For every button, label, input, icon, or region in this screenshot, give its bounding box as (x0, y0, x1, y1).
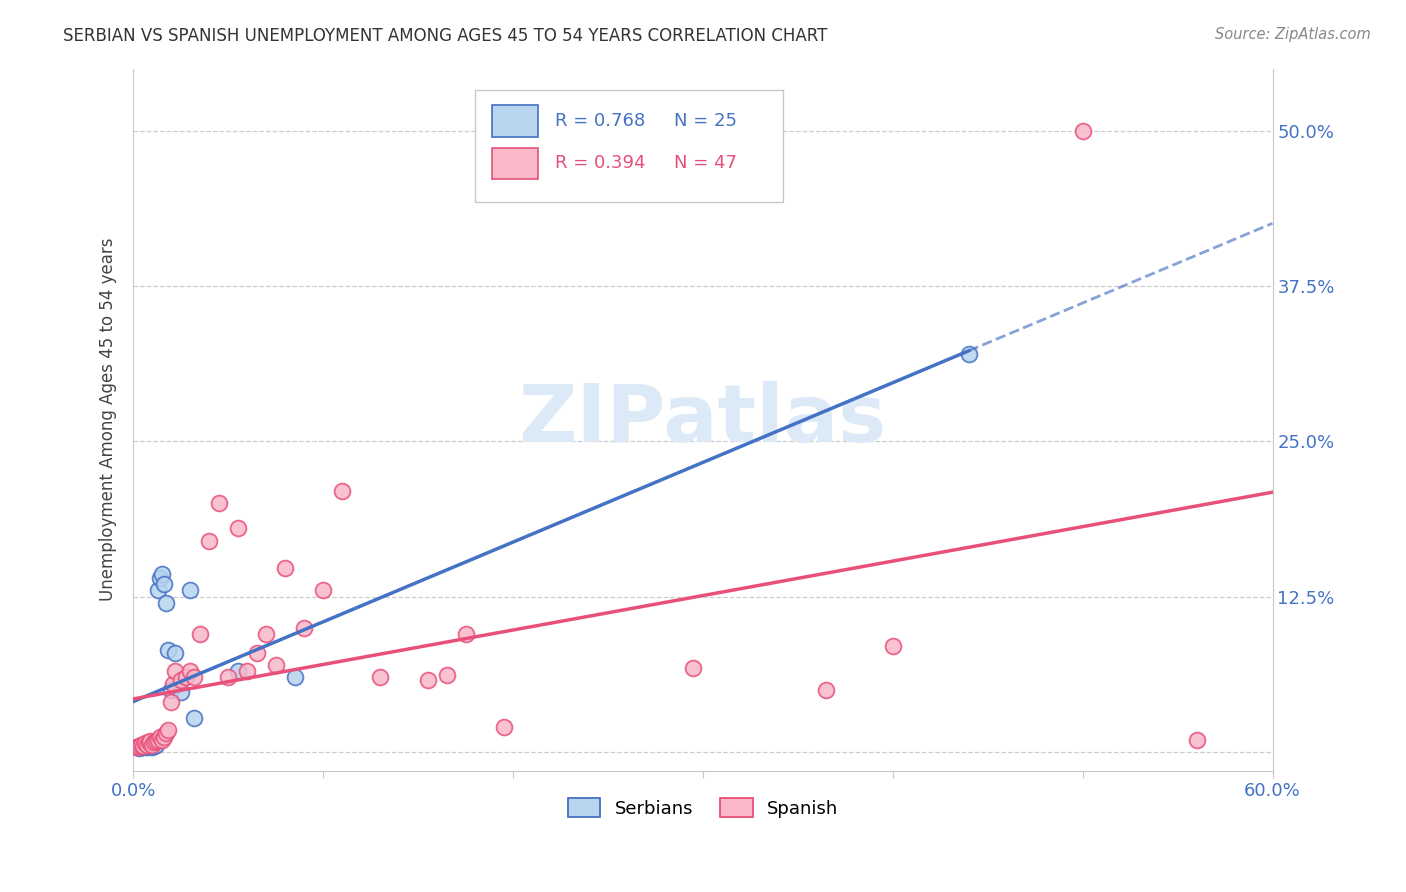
Point (160, 682, 183, 697)
FancyBboxPatch shape (475, 89, 783, 202)
Point (226, 521, 249, 535)
Point (129, 738, 152, 752)
Text: R = 0.394: R = 0.394 (555, 154, 645, 172)
Point (217, 671, 239, 685)
Point (236, 665, 259, 679)
Point (179, 665, 201, 679)
Point (139, 734, 162, 748)
Point (188, 627, 211, 641)
Point (183, 711, 205, 725)
Point (176, 671, 198, 685)
Point (150, 732, 173, 747)
Point (135, 740, 157, 755)
Point (146, 732, 169, 747)
Point (149, 571, 172, 585)
Point (128, 739, 150, 753)
Point (141, 738, 163, 752)
Text: N = 47: N = 47 (675, 154, 738, 172)
Point (882, 640, 904, 654)
Point (139, 738, 162, 752)
Text: R = 0.768: R = 0.768 (555, 112, 645, 130)
Point (330, 484, 353, 499)
Point (152, 577, 174, 591)
Point (165, 665, 187, 679)
Point (274, 561, 297, 575)
Point (141, 740, 163, 755)
Point (284, 671, 307, 685)
Point (208, 496, 231, 510)
Text: ZIPatlas: ZIPatlas (519, 381, 887, 458)
Text: SERBIAN VS SPANISH UNEMPLOYMENT AMONG AGES 45 TO 54 YEARS CORRELATION CHART: SERBIAN VS SPANISH UNEMPLOYMENT AMONG AG… (63, 27, 828, 45)
Point (226, 665, 249, 679)
Legend: Serbians, Spanish: Serbians, Spanish (561, 790, 845, 825)
Point (143, 739, 166, 753)
Point (138, 739, 160, 753)
Point (150, 567, 173, 582)
Point (246, 646, 269, 660)
Point (132, 739, 155, 753)
Point (165, 646, 187, 660)
Y-axis label: Unemployment Among Ages 45 to 54 years: Unemployment Among Ages 45 to 54 years (100, 238, 117, 601)
Point (156, 643, 179, 657)
Point (143, 735, 166, 749)
FancyBboxPatch shape (492, 147, 537, 179)
Point (138, 735, 160, 749)
Point (127, 740, 149, 755)
Point (198, 533, 221, 548)
Point (146, 583, 169, 598)
Point (132, 740, 155, 755)
Point (254, 627, 277, 641)
Point (128, 741, 150, 756)
Text: N = 25: N = 25 (675, 112, 738, 130)
Point (170, 685, 193, 699)
Point (454, 627, 477, 641)
Point (155, 596, 177, 610)
Point (145, 734, 167, 748)
Point (170, 673, 193, 687)
FancyBboxPatch shape (492, 105, 537, 137)
Point (1071, 123, 1094, 137)
Point (145, 738, 167, 752)
Point (183, 671, 205, 685)
Point (134, 736, 156, 750)
Point (264, 658, 287, 673)
Point (416, 673, 439, 687)
Text: Source: ZipAtlas.com: Source: ZipAtlas.com (1215, 27, 1371, 42)
Point (492, 720, 515, 734)
Point (129, 739, 152, 753)
Point (156, 723, 179, 737)
Point (312, 583, 335, 598)
Point (179, 583, 201, 598)
Point (135, 738, 157, 752)
Point (368, 671, 391, 685)
Point (155, 726, 177, 740)
Point (815, 682, 838, 697)
Point (160, 695, 183, 709)
Point (134, 739, 156, 753)
Point (162, 676, 184, 690)
Point (127, 740, 149, 755)
Point (1185, 732, 1208, 747)
Point (152, 730, 174, 744)
Point (957, 347, 980, 361)
Point (149, 730, 172, 744)
Point (682, 660, 704, 674)
Point (436, 668, 458, 682)
Point (292, 621, 315, 635)
